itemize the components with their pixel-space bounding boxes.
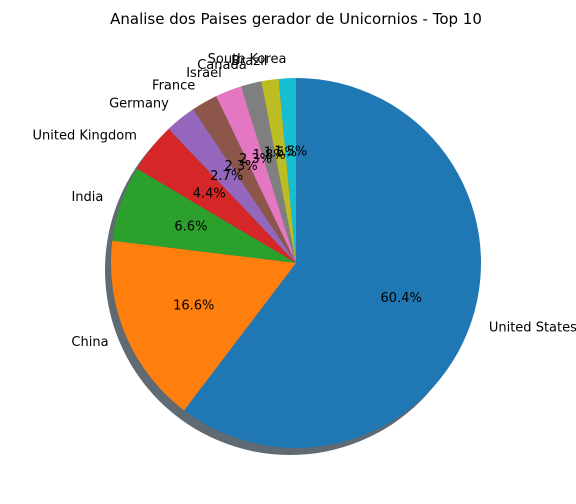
pct-united-states: 60.4% [381,291,422,306]
label-germany: Germany [109,97,169,112]
pct-india: 6.6% [174,220,207,235]
pct-brazil: 1.5% [264,146,297,161]
slice-south-korea [278,78,296,263]
slice-india [112,168,296,263]
slice-germany [168,109,296,264]
pct-china: 16.6% [173,299,214,314]
pct-south-korea: 1.5% [274,145,307,160]
pie-labels: United States 60.4% China 16.6% India 6.6% Uni… [33,52,576,350]
slice-brazil [261,78,296,263]
label-china: China [71,335,108,350]
slice-united-kingdom [136,128,296,263]
label-india: India [71,190,103,205]
slice-france [193,96,296,263]
slice-canada [241,81,296,264]
slice-china [111,240,296,411]
label-canada: Canada [197,58,246,73]
slice-israel [216,86,296,263]
label-united-kingdom: United Kingdom [33,129,137,144]
pie-slices [105,78,482,455]
label-brazil: Brazil [231,54,267,69]
label-united-states: United States [489,320,576,335]
pct-germany: 2.7% [210,169,243,184]
label-israel: Israel [186,66,222,81]
label-france: France [152,79,195,94]
label-south-korea: South Korea [208,52,287,67]
pct-united-kingdom: 4.4% [193,186,226,201]
pct-france: 2.3% [225,159,258,174]
pct-israel: 2.3% [239,152,272,167]
slice-united-states [184,78,482,448]
chart-title: Analise dos Paises gerador de Unicornios… [110,10,482,28]
pct-canada: 1.8% [253,148,286,163]
